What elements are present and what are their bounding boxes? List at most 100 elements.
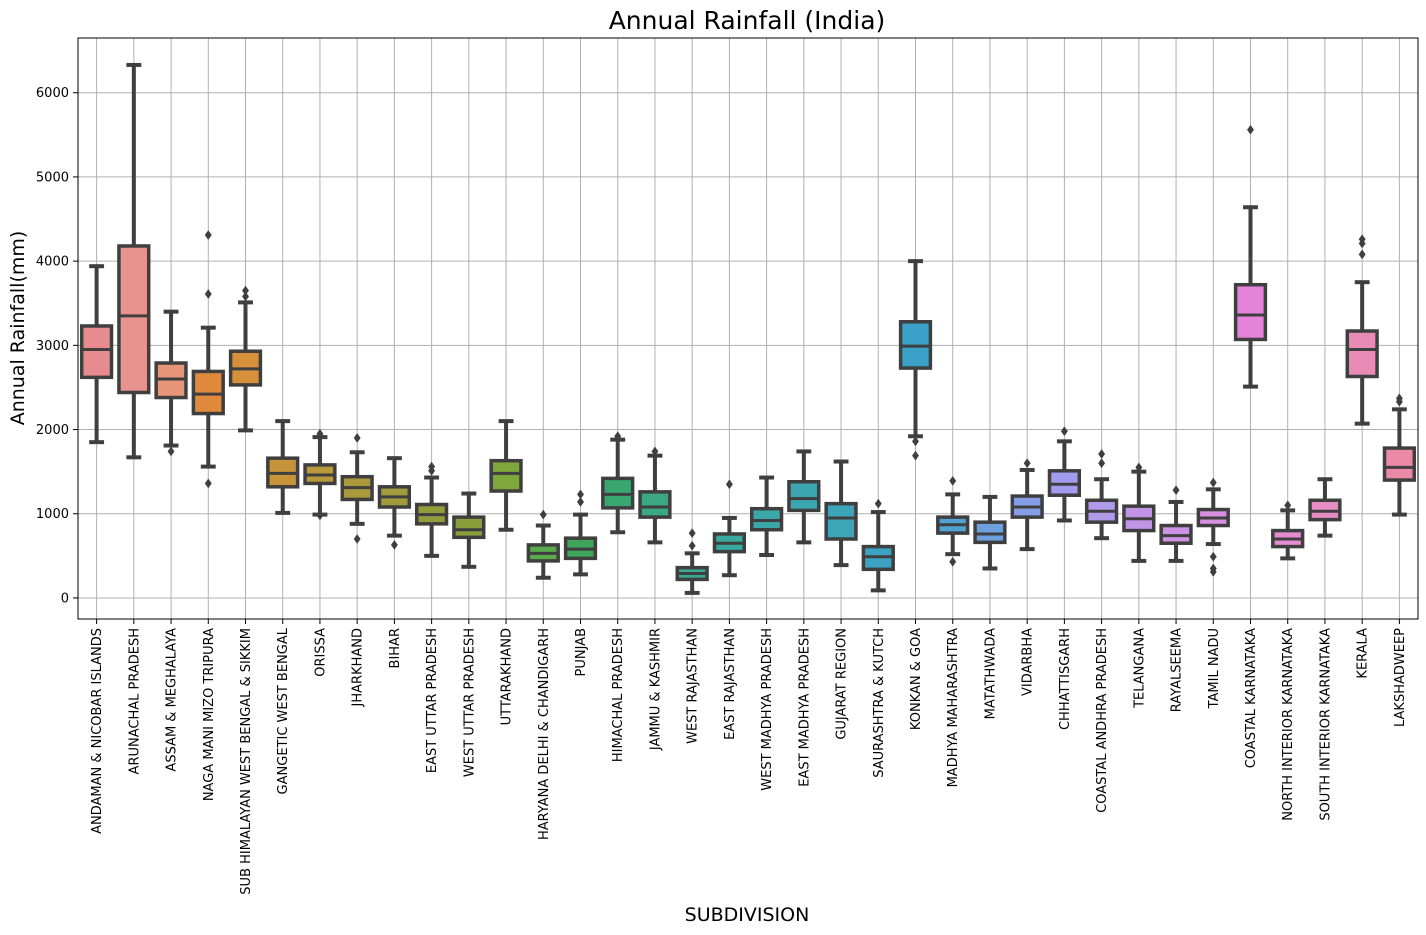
x-tick-label: EAST UTTAR PRADESH xyxy=(425,628,440,773)
y-tick-label: 4000 xyxy=(36,255,69,270)
chart-title: Annual Rainfall (India) xyxy=(609,6,886,35)
outlier-point xyxy=(316,510,324,521)
outlier-point xyxy=(204,289,212,299)
x-tick-label: NAGA MANI MIZO TRIPURA xyxy=(202,628,217,801)
x-tick-label: KERALA xyxy=(1356,628,1371,679)
x-tick-label: RAYALSEEMA xyxy=(1170,628,1185,712)
box-2 xyxy=(117,62,151,460)
outlier-point xyxy=(949,556,957,567)
box-7 xyxy=(303,428,337,521)
outlier-point xyxy=(241,291,250,302)
x-tick-label: COASTAL KARNATAKA xyxy=(1244,628,1259,768)
box-20 xyxy=(787,449,821,545)
box-34 xyxy=(1308,477,1342,538)
box-13 xyxy=(526,509,560,580)
x-tick-label: BIHAR xyxy=(388,628,403,668)
box-1 xyxy=(79,264,114,445)
box-9 xyxy=(377,456,412,550)
x-tick-label: TELANGANA xyxy=(1132,628,1147,709)
y-axis: 0 1000 2000 3000 4000 5000 6000 xyxy=(36,86,78,606)
x-axis-label: SUBDIVISION xyxy=(685,904,810,926)
outlier-point xyxy=(1023,458,1031,469)
outlier-point xyxy=(1060,426,1068,437)
box-body xyxy=(452,515,486,540)
box-body xyxy=(117,244,151,395)
outlier-point xyxy=(614,431,622,442)
box-body xyxy=(1345,329,1379,379)
x-tick-label: WEST UTTAR PRADESH xyxy=(462,628,477,777)
outlier-point xyxy=(1172,485,1180,496)
x-tick-label: ORISSA xyxy=(313,628,328,677)
box-32 xyxy=(1233,124,1268,389)
box-11 xyxy=(452,491,486,569)
x-tick-label: CHHATTISGARH xyxy=(1058,628,1073,730)
outlier-point xyxy=(1358,234,1366,245)
x-tick-label: GUJARAT REGION xyxy=(835,628,850,740)
box-4 xyxy=(191,230,225,489)
box-27 xyxy=(1047,426,1082,523)
x-tick-label: SAURASHTRA & KUTCH xyxy=(872,628,887,778)
box-19 xyxy=(749,475,784,558)
outlier-point xyxy=(1284,500,1292,511)
x-tick-label: HARYANA DELHI & CHANDIGARH xyxy=(537,628,552,840)
box-6 xyxy=(266,419,300,515)
x-tick-label: WEST MADHYA PRADESH xyxy=(760,628,775,791)
outlier-point xyxy=(1395,393,1403,404)
box-28 xyxy=(1084,449,1119,541)
box-31 xyxy=(1196,477,1230,577)
y-tick-label: 2000 xyxy=(36,423,69,438)
box-body xyxy=(489,458,523,493)
plot-frame xyxy=(77,37,1419,620)
outlier-point xyxy=(725,479,733,490)
box-23 xyxy=(898,259,933,461)
x-tick-label: WEST RAJASTHAN xyxy=(686,628,701,744)
box-body xyxy=(79,324,114,380)
y-tick-label: 3000 xyxy=(36,339,69,354)
box-26 xyxy=(1010,458,1044,552)
outlier-point xyxy=(353,433,361,443)
box-17 xyxy=(675,528,709,595)
outlier-point xyxy=(204,230,212,240)
box-8 xyxy=(340,433,374,544)
outlier-point xyxy=(576,489,585,500)
box-21 xyxy=(824,459,858,568)
outlier-point xyxy=(1209,551,1217,562)
boxes-layer xyxy=(79,62,1417,595)
x-tick-label: JAMMU & KASHMIR xyxy=(648,628,663,751)
x-tick-label: MADHYA MAHARASHTRA xyxy=(946,628,961,788)
x-tick-label: EAST MADHYA PRADESH xyxy=(797,628,812,787)
outlier-point xyxy=(1209,477,1217,488)
outlier-point xyxy=(428,461,436,472)
box-18 xyxy=(712,479,747,578)
outlier-point xyxy=(167,446,175,457)
box-body xyxy=(824,501,858,541)
outlier-point xyxy=(688,528,696,539)
x-tick-label: COASTAL ANDHRA PRADESH xyxy=(1095,628,1110,813)
box-body xyxy=(787,479,821,513)
outlier-point xyxy=(1358,249,1366,260)
x-tick-label: ASSAM & MEGHALAYA xyxy=(165,628,180,772)
outlier-point xyxy=(911,450,920,461)
box-30 xyxy=(1159,485,1193,563)
box-3 xyxy=(154,309,188,457)
outlier-point xyxy=(539,509,547,520)
x-tick-label: SOUTH INTERIOR KARNATAKA xyxy=(1318,628,1333,821)
outlier-point xyxy=(911,436,920,447)
outlier-point xyxy=(874,498,882,509)
x-tick-label: LAKSHADWEEP xyxy=(1393,628,1408,727)
box-25 xyxy=(973,494,1007,571)
x-tick-label: NORTH INTERIOR KARNATAKA xyxy=(1281,628,1296,821)
outlier-point xyxy=(1098,458,1106,469)
x-tick-label: PUNJAB xyxy=(574,628,589,677)
box-12 xyxy=(489,419,523,532)
y-tick-label: 1000 xyxy=(36,507,69,522)
y-tick-label: 0 xyxy=(61,591,69,606)
outlier-point xyxy=(949,475,957,486)
x-tick-label: VIDARBHA xyxy=(1021,628,1036,696)
x-tick-label: EAST RAJASTHAN xyxy=(723,628,738,740)
x-tick-label: ANDAMAN & NICOBAR ISLANDS xyxy=(90,628,105,834)
box-body xyxy=(1233,282,1268,342)
y-tick-label: 5000 xyxy=(36,170,69,185)
x-tick-label: SUB HIMALAYAN WEST BENGAL & SIKKIM xyxy=(239,628,254,895)
